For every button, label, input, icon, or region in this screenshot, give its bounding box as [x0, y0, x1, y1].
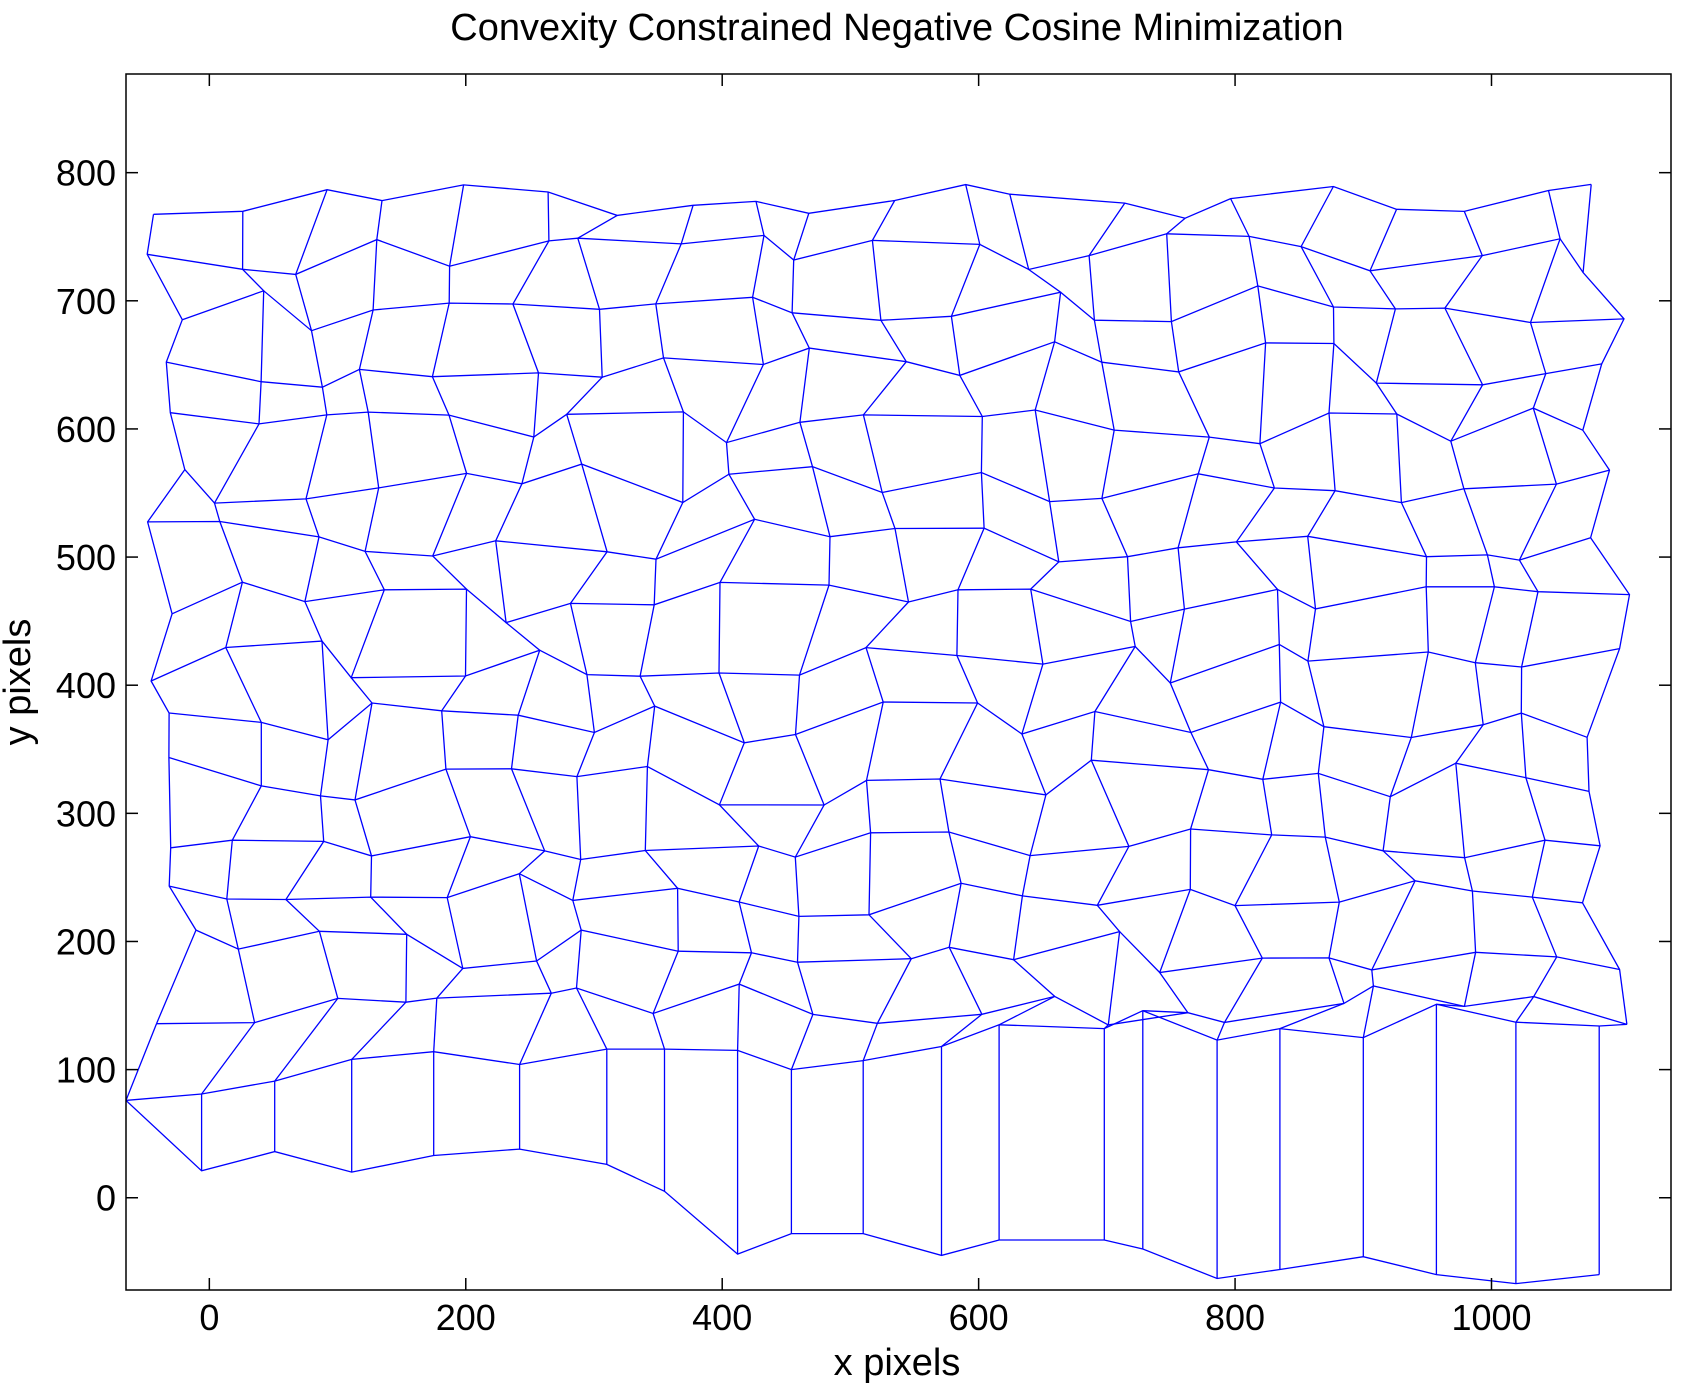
- mesh-column-line: [433, 998, 438, 1052]
- mesh-column-line: [1581, 184, 1631, 1025]
- y-tick-label: 300: [56, 793, 116, 834]
- y-tick-label: 600: [56, 409, 116, 450]
- mesh-row-line: [184, 463, 1610, 504]
- x-axis-label: x pixels: [834, 1342, 961, 1384]
- mesh-lines: [125, 183, 1631, 1285]
- mesh-column-line: [718, 201, 765, 985]
- mesh-column-line: [998, 995, 1055, 1026]
- y-tick-label: 800: [56, 153, 116, 194]
- mesh-column-line: [1300, 186, 1345, 1004]
- mesh-column-line: [1088, 202, 1136, 1025]
- y-tick-label: 400: [56, 665, 116, 706]
- mesh-column-line: [1009, 194, 1062, 997]
- mesh-column-line: [639, 205, 694, 1014]
- mesh-column-line: [125, 1023, 158, 1101]
- x-axis: 0 200 400 600 800 1000: [199, 74, 1532, 1338]
- mesh-column-line: [146, 214, 197, 1024]
- mesh-column-line: [1518, 190, 1561, 997]
- mesh-row-line: [182, 285, 1625, 332]
- mesh-row-line: [166, 341, 1602, 388]
- mesh-column-line: [274, 998, 339, 1082]
- mesh-column-line: [350, 200, 408, 1003]
- mesh-column-line: [351, 1001, 407, 1060]
- mesh-column-line: [1599, 1023, 1627, 1027]
- x-tick-label: 1000: [1451, 1297, 1531, 1338]
- mesh-column-line: [495, 191, 552, 994]
- mesh-row-line: [147, 233, 1584, 276]
- y-axis-label: y pixels: [0, 619, 39, 746]
- mesh-column-line: [1158, 217, 1210, 1014]
- mesh-column-line: [1515, 996, 1535, 1023]
- mesh-row-line: [150, 640, 1620, 684]
- x-tick-label: 600: [949, 1297, 1009, 1338]
- mesh-column-line: [285, 189, 339, 999]
- y-tick-label: 500: [56, 537, 116, 578]
- mesh-row-line: [168, 756, 1590, 806]
- mesh-column-line: [201, 1022, 256, 1095]
- mesh-column-line: [575, 987, 608, 1050]
- chart-title: Convexity Constrained Negative Cosine Mi…: [450, 7, 1343, 49]
- mesh-column-line: [1103, 1024, 1109, 1030]
- mesh-column-line: [1362, 985, 1375, 1038]
- mesh-column-line: [1223, 198, 1282, 1023]
- plot-frame: [125, 73, 1672, 1291]
- mesh-column-line: [1444, 211, 1496, 1007]
- y-tick-label: 200: [56, 921, 116, 962]
- mesh-column-line: [790, 1014, 814, 1070]
- x-tick-label: 200: [436, 1297, 496, 1338]
- y-axis: 0 100 200 300 400 500 600 700 800: [56, 153, 1671, 1219]
- mesh-column-line: [1369, 209, 1429, 987]
- mesh-column-line: [1436, 1003, 1465, 1008]
- mesh-column-line: [431, 184, 472, 999]
- mesh-column-line: [862, 200, 913, 1024]
- y-tick-label: 0: [96, 1178, 116, 1219]
- mesh-column-line: [519, 992, 552, 1065]
- mesh-row-line: [169, 872, 1583, 918]
- mesh-column-line: [565, 214, 618, 989]
- mesh-row-line: [153, 183, 1592, 219]
- mesh-row-line: [156, 983, 1628, 1026]
- mesh-column-line: [1142, 1010, 1188, 1014]
- mesh-row-line: [170, 407, 1584, 445]
- y-tick-label: 100: [56, 1050, 116, 1091]
- mesh-column-line: [1279, 1002, 1345, 1030]
- mesh-row-line: [147, 518, 1591, 563]
- x-tick-label: 400: [692, 1297, 752, 1338]
- mesh-row-line: [169, 701, 1588, 744]
- mesh-row-line: [171, 581, 1630, 624]
- mesh-column-line: [862, 1023, 879, 1061]
- y-tick-label: 700: [56, 281, 116, 322]
- mesh-column-line: [1216, 1022, 1226, 1041]
- x-tick-label: 0: [199, 1297, 219, 1338]
- mesh-column-line: [736, 984, 740, 1051]
- mesh-column-line: [213, 211, 265, 1023]
- mesh-column-line: [939, 184, 985, 1015]
- x-tick-label: 800: [1205, 1297, 1265, 1338]
- mesh-column-line: [941, 1013, 983, 1048]
- mesh-column-line: [652, 1013, 666, 1050]
- mesh-column-line: [791, 213, 831, 1015]
